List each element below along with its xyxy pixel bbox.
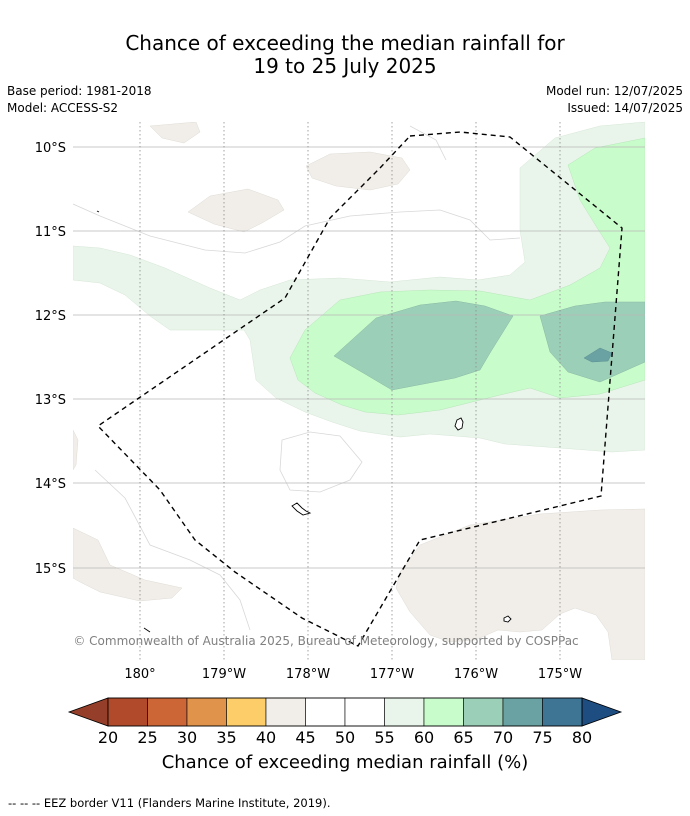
base-period: Base period: 1981-2018 (7, 84, 152, 98)
lon-label-178w: 178°W (286, 667, 330, 682)
contour-line-top (409, 125, 447, 161)
contour-line-south (94, 469, 251, 631)
title-line-2: 19 to 25 July 2025 (253, 54, 437, 78)
colorbar-cell (344, 697, 385, 727)
lon-label-176w: 176°W (454, 667, 498, 682)
colorbar-tick-label: 80 (571, 728, 593, 747)
colorbar-cell (305, 697, 346, 727)
island-north (96, 210, 100, 213)
colorbar-tick-label: 35 (216, 728, 237, 747)
region-65-70-east (539, 301, 645, 383)
lon-label-179w: 179°W (202, 667, 246, 682)
colorbar-tick-label: 70 (492, 728, 514, 747)
region-70-75 (583, 347, 613, 363)
colorbar-tick-label: 25 (137, 728, 158, 747)
colorbar-tick-label: 40 (255, 728, 277, 747)
island-southwest (143, 627, 151, 633)
colorbar-tick-label: 55 (374, 728, 395, 747)
island-upolu (454, 417, 464, 431)
colorbar-tick-label: 60 (413, 728, 435, 747)
colorbar-tick-label: 65 (453, 728, 474, 747)
colorbar-over-arrow (581, 697, 623, 727)
region-65-70-west (333, 300, 514, 391)
colorbar-cell (226, 697, 267, 727)
model-run: Model run: 12/07/2025 (545, 84, 683, 98)
colorbar-cell (186, 697, 227, 727)
colorbar-cell (423, 697, 464, 727)
colorbar-tick-label: 30 (176, 728, 198, 747)
colorbar-cell (265, 697, 306, 727)
title-line-1: Chance of exceeding the median rainfall … (125, 31, 565, 55)
lon-label-180: 180° (124, 667, 155, 682)
colorbar-cell (147, 697, 188, 727)
latitude-gridlines (73, 146, 645, 569)
colorbar-under-arrow (67, 697, 109, 727)
issued-date: Issued: 14/07/2025 (567, 101, 683, 115)
lat-label-13s: 13°S (35, 393, 66, 408)
lat-label-11s: 11°S (35, 225, 66, 240)
copyright-notice: © Commonwealth of Australia 2025, Bureau… (73, 634, 578, 648)
contour-line-north (73, 203, 521, 254)
colorbar-title: Chance of exceeding median rainfall (%) (161, 752, 529, 773)
region-40-45-north-1 (149, 122, 201, 144)
region-40-45-southeast (395, 508, 645, 660)
colorbar-frame (107, 697, 583, 727)
lon-label-177w: 177°W (370, 667, 414, 682)
colorbar-cell (384, 697, 425, 727)
longitude-gridlines (139, 122, 561, 660)
region-40-45-north-3 (305, 151, 411, 191)
colorbar-tick-label: 20 (97, 728, 119, 747)
colorbar-tick-label: 45 (295, 728, 316, 747)
colorbar-cell (502, 697, 543, 727)
colorbar (67, 697, 623, 727)
region-40-45-southwest (73, 527, 183, 602)
colorbar-cell (542, 697, 583, 727)
lat-label-10s: 10°S (35, 141, 66, 156)
colorbar-tick-label: 50 (334, 728, 356, 747)
lon-label-175w: 175°W (538, 667, 582, 682)
colorbar-cell (107, 697, 148, 727)
model-name: Model: ACCESS-S2 (7, 101, 119, 115)
colorbar-cell (463, 697, 504, 727)
lat-label-14s: 14°S (35, 477, 66, 492)
lat-label-15s: 15°S (35, 562, 66, 577)
eez-footnote: -- -- -- EEZ border V11 (Flanders Marine… (8, 796, 331, 810)
region-40-45-west-edge (73, 429, 79, 471)
island-south (503, 615, 512, 623)
island-mid (291, 502, 312, 516)
eez-border (96, 131, 623, 647)
lat-label-12s: 12°S (35, 309, 66, 324)
map-plot-area: © Commonwealth of Australia 2025, Bureau… (73, 122, 645, 660)
contour-line-mid (279, 431, 363, 493)
colorbar-tick-label: 75 (532, 728, 553, 747)
